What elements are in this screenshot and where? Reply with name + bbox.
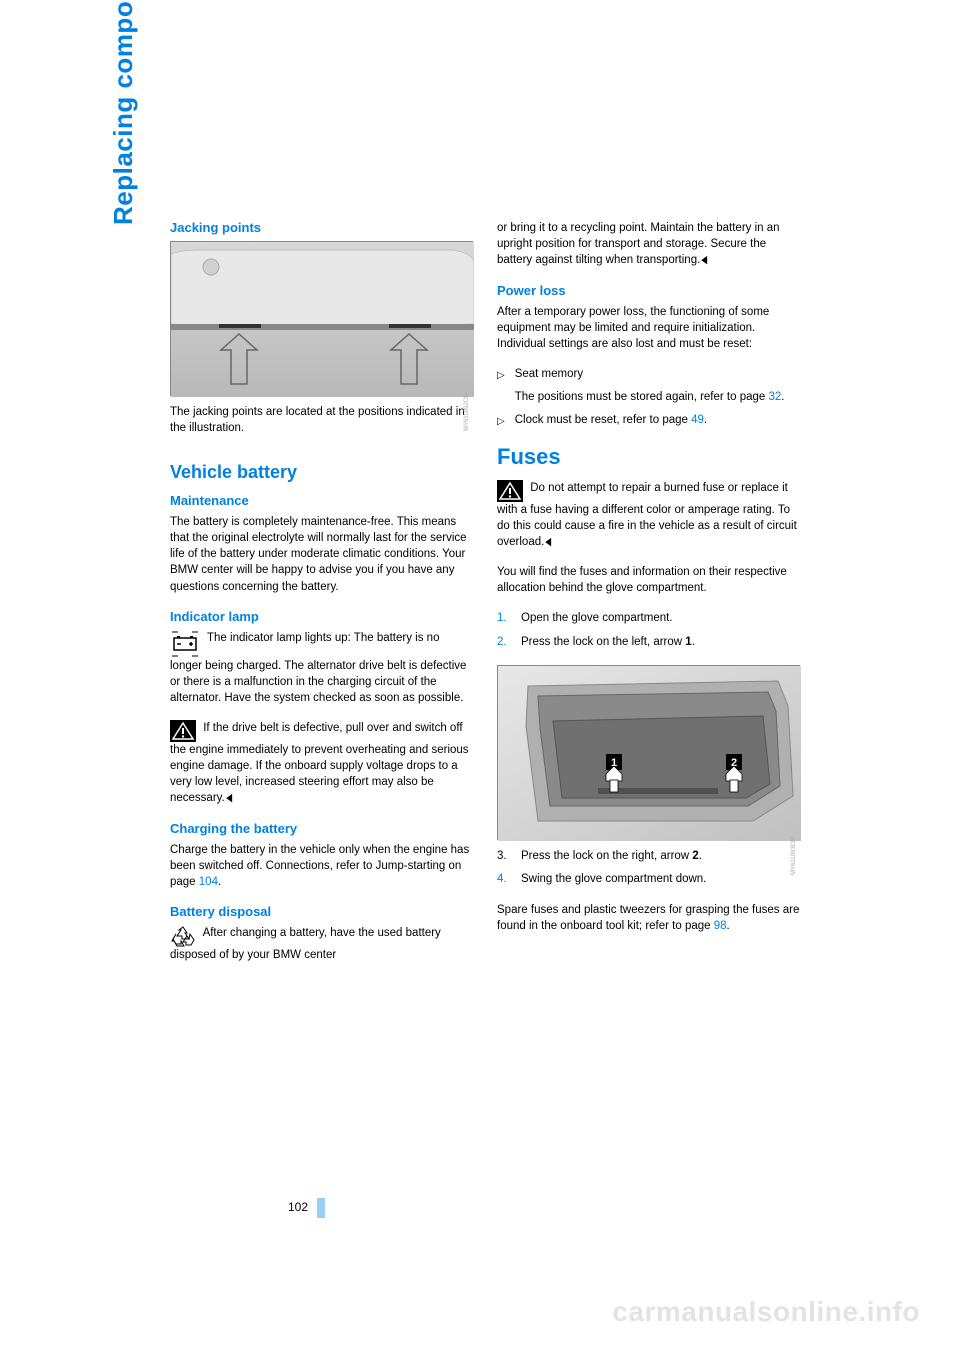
fuses-steps-b: 3. Press the lock on the right, arrow 2.… [497, 848, 800, 889]
list-label: Seat memory [515, 368, 583, 380]
maintenance-text: The battery is completely maintenance-fr… [170, 514, 473, 594]
fuses-closing-b: . [727, 920, 730, 932]
step-text-b: . [699, 850, 702, 862]
warning-icon [497, 480, 523, 502]
jacking-points-figure: MY611992CM [170, 241, 473, 396]
end-marker-icon: ◀ [226, 791, 232, 806]
list-item: ▷ Clock must be reset, refer to page 49. [497, 412, 800, 429]
list-label-b: . [704, 414, 707, 426]
step-item: 2. Press the lock on the left, arrow 1. [497, 634, 800, 651]
power-loss-heading: Power loss [497, 283, 800, 298]
battery-icon [170, 630, 200, 658]
figure-code: MY611992CM [464, 393, 470, 431]
end-marker-icon: ◀ [546, 535, 552, 550]
fuses-warning: Do not attempt to repair a burned fuse o… [497, 480, 800, 551]
step-text: Press the lock on the right, arrow 2. [521, 848, 800, 865]
indicator-lamp-heading: Indicator lamp [170, 609, 473, 624]
indicator-warning-body: If the drive belt is defective, pull ove… [170, 722, 469, 804]
fuses-warning-body: Do not attempt to repair a burned fuse o… [497, 482, 797, 548]
disposal-body: After changing a battery, have the used … [170, 927, 441, 961]
fuses-closing: Spare fuses and plastic tweezers for gra… [497, 902, 800, 934]
page-content: Jacking points [170, 220, 800, 963]
glove-compartment-figure: 1 2 MY611993CM [497, 665, 800, 840]
end-marker-icon: ◀ [702, 253, 708, 268]
fuses-heading: Fuses [497, 444, 800, 470]
recycle-icon [170, 925, 196, 947]
columns: Jacking points [170, 220, 800, 963]
left-column: Jacking points [170, 220, 473, 963]
page-link-49[interactable]: 49 [691, 414, 704, 426]
step-text-a: Press the lock on the right, arrow [521, 850, 692, 862]
jacking-points-heading: Jacking points [170, 220, 473, 235]
step-text: Swing the glove compartment down. [521, 871, 800, 888]
vehicle-battery-heading: Vehicle battery [170, 462, 473, 483]
fuses-closing-a: Spare fuses and plastic tweezers for gra… [497, 904, 799, 932]
page-number-bar [317, 1198, 325, 1218]
page-link-98[interactable]: 98 [714, 920, 727, 932]
list-subtext: The positions must be stored again, refe… [515, 389, 800, 406]
maintenance-heading: Maintenance [170, 493, 473, 508]
warning-icon [170, 720, 196, 742]
step-text-a: Press the lock on the left, arrow [521, 636, 685, 648]
disposal-text: After changing a battery, have the used … [170, 925, 473, 963]
fuses-steps-a: 1. Open the glove compartment. 2. Press … [497, 610, 800, 651]
step-item: 3. Press the lock on the right, arrow 2. [497, 848, 800, 865]
charging-text: Charge the battery in the vehicle only w… [170, 842, 473, 890]
step-text: Open the glove compartment. [521, 610, 800, 627]
indicator-lamp-warning: If the drive belt is defective, pull ove… [170, 720, 473, 807]
step-number: 3. [497, 848, 511, 865]
bullet-icon: ▷ [497, 414, 505, 429]
list-subtext-a: The positions must be stored again, refe… [515, 391, 769, 403]
charging-heading: Charging the battery [170, 821, 473, 836]
step-text-b: . [692, 636, 695, 648]
page-number-text: 102 [288, 1200, 308, 1214]
step-item: 1. Open the glove compartment. [497, 610, 800, 627]
step-number: 1. [497, 610, 511, 627]
step-text: Press the lock on the left, arrow 1. [521, 634, 800, 651]
jacking-points-text: The jacking points are located at the po… [170, 404, 473, 436]
list-item: ▷ Seat memory The positions must be stor… [497, 366, 800, 407]
figure-code: MY611993CM [791, 837, 797, 875]
power-loss-text: After a temporary power loss, the functi… [497, 304, 800, 352]
fuses-text: You will find the fuses and information … [497, 564, 800, 596]
page-link-104[interactable]: 104 [199, 876, 218, 888]
step-number: 2. [497, 634, 511, 651]
indicator-lamp-body: The indicator lamp lights up: The batter… [170, 632, 466, 704]
power-loss-list: ▷ Seat memory The positions must be stor… [497, 366, 800, 430]
indicator-lamp-text: The indicator lamp lights up: The batter… [170, 630, 473, 706]
step-item: 4. Swing the glove compartment down. [497, 871, 800, 888]
disposal-cont-body: or bring it to a recycling point. Mainta… [497, 222, 780, 266]
watermark: carmanualsonline.info [612, 1296, 920, 1328]
step-number: 4. [497, 871, 511, 888]
right-column: or bring it to a recycling point. Mainta… [497, 220, 800, 963]
disposal-heading: Battery disposal [170, 904, 473, 919]
bullet-icon: ▷ [497, 368, 505, 407]
disposal-continuation: or bring it to a recycling point. Mainta… [497, 220, 800, 269]
list-label-a: Clock must be reset, refer to page [515, 414, 691, 426]
side-tab: Replacing components [108, 0, 139, 225]
list-subtext-b: . [781, 391, 784, 403]
charging-text-b: . [218, 876, 221, 888]
page-link-32[interactable]: 32 [769, 391, 782, 403]
page-number: 102 [288, 1198, 325, 1218]
